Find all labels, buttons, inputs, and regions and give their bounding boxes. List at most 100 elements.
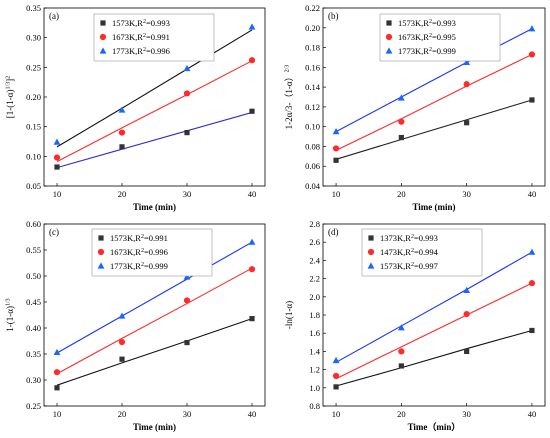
fit-line xyxy=(335,282,533,380)
legend-label-tail: =0.993 xyxy=(146,18,170,28)
legend: 1573K,R2=0.9931673K,R2=0.9951773K,R2=0.9… xyxy=(379,13,501,62)
legend-marker xyxy=(100,20,106,26)
legend: 1573K,R2=0.991 1673K,R2=0.996 1773K,R2=0.9… xyxy=(91,228,213,277)
data-point xyxy=(398,134,404,141)
data-point xyxy=(528,51,536,58)
legend-marker xyxy=(385,33,393,41)
legend-marker xyxy=(386,20,392,26)
y-tick-label: 2.6 xyxy=(309,237,320,247)
data-point xyxy=(398,348,405,355)
fit-line xyxy=(56,29,253,148)
legend-label-tail: =0.993 xyxy=(432,18,456,28)
y-tick-label: 0.25 xyxy=(26,401,41,411)
x-tick-label: 30 xyxy=(462,189,471,199)
legend-label: 1673K,R2=0.996 xyxy=(110,247,168,257)
y-axis-label-close: ] xyxy=(5,79,15,82)
series-1573kr xyxy=(54,316,255,391)
x-tick-label: 20 xyxy=(397,409,406,419)
y-tick-label: 0.35 xyxy=(26,349,41,359)
legend-label-main: 1673K,R xyxy=(112,32,143,42)
panel-label: (d) xyxy=(328,227,339,237)
legend-label-sup: 2 xyxy=(141,234,144,240)
data-point xyxy=(463,310,470,318)
x-tick-label: 30 xyxy=(462,409,471,419)
fit-line xyxy=(335,329,533,387)
x-tick-label: 10 xyxy=(332,409,341,419)
y-tick-label: 0.50 xyxy=(26,271,41,281)
legend-label-main: 1673K,R xyxy=(110,247,141,257)
legend-label-tail: =0.994 xyxy=(414,247,439,257)
y-tick-label: 0.45 xyxy=(26,297,41,307)
chart-panel-a: (a) 10 20 30 40 0.05 0.10 0.15 0.20 0.25 0.30 0.35 T… xyxy=(5,3,266,212)
panel-label: (a) xyxy=(49,11,59,21)
x-tick-label: 20 xyxy=(397,189,406,199)
series-1573kr xyxy=(333,97,535,163)
legend-label-sup: 2 xyxy=(143,47,146,53)
legend: 1573K,R2=0.9931673K,R2=0.9911773K,R2=0.9… xyxy=(93,13,215,62)
legend-entry: 1673K,R2=0.996 xyxy=(97,247,168,257)
legend-marker xyxy=(367,262,375,269)
data-point xyxy=(54,164,60,170)
data-point xyxy=(464,348,470,354)
data-point xyxy=(183,297,191,304)
legend-entry: 1773K,R2=0.999 xyxy=(97,261,168,271)
y-tick-label: 0.10 xyxy=(26,151,41,161)
x-axis-label: Time (min) xyxy=(133,202,176,212)
legend-box xyxy=(93,13,215,62)
legend-box xyxy=(91,228,213,277)
legend-label-tail: =0.999 xyxy=(144,261,168,271)
data-point xyxy=(529,327,535,334)
legend-label-sup: 2 xyxy=(141,262,144,268)
legend-label: 1573K,R2=0.993 xyxy=(398,18,456,28)
legend-label-main: 1773K,R xyxy=(112,46,143,56)
legend-marker xyxy=(99,47,107,54)
x-tick-label: 40 xyxy=(248,189,257,199)
y-axis-label: -ln(1-α) xyxy=(284,301,294,329)
legend-label-main: 1373K,R xyxy=(380,233,411,243)
data-point xyxy=(118,312,126,319)
y-axis-label-base: 1-(1-α) xyxy=(5,306,15,332)
y-tick-label: 0.8 xyxy=(309,401,320,411)
fit-line xyxy=(56,241,253,354)
data-point xyxy=(249,108,255,114)
legend-label-sup: 2 xyxy=(411,262,414,268)
data-point xyxy=(248,23,256,30)
fit-line xyxy=(335,53,533,151)
panel-label: (c) xyxy=(49,227,59,237)
series-1573kr xyxy=(54,108,255,170)
data-point xyxy=(528,280,536,287)
y-tick-label: 0.18 xyxy=(305,43,320,53)
y-tick-label: 0.08 xyxy=(305,141,320,151)
data-point xyxy=(528,25,536,32)
y-tick-label: 0.14 xyxy=(305,82,321,92)
legend-marker xyxy=(367,248,375,256)
legend: 1373K,R2=0.9931473K,R2=0.9941573K,R2=0.9… xyxy=(361,228,483,277)
series-1773kr xyxy=(53,238,256,356)
legend-entry: 1573K,R2=0.997 xyxy=(367,261,438,271)
legend-label-tail: =0.993 xyxy=(414,233,438,243)
legend-box xyxy=(379,13,501,62)
legend-label: 1573K,R2=0.993 xyxy=(112,18,170,28)
data-point xyxy=(53,369,61,376)
legend-box xyxy=(361,228,483,277)
data-point xyxy=(398,363,404,369)
y-tick-label: 0.06 xyxy=(305,161,320,171)
y-tick-label: 0.25 xyxy=(26,62,41,72)
legend-label: 1573K,R2=0.991 xyxy=(110,233,168,243)
data-point xyxy=(53,138,61,145)
legend-label-sup: 2 xyxy=(429,47,432,53)
data-point xyxy=(119,144,125,150)
legend-label-sup: 2 xyxy=(429,19,432,25)
chart-panel-b: (b) 10 20 30 40 0.04 0.06 0.08 0.10 0.12 0.14 0.16 0… xyxy=(284,3,546,212)
x-axis-label: Time (min) xyxy=(412,202,455,212)
data-point xyxy=(118,106,126,113)
data-point xyxy=(183,90,191,97)
y-tick-label: 1.2 xyxy=(309,365,320,375)
legend-label-sup: 2 xyxy=(411,248,414,254)
legend-marker xyxy=(385,47,393,54)
y-axis-label: 1-(1-α)1/3 xyxy=(5,298,15,331)
y-tick-label: 0.20 xyxy=(26,92,41,102)
data-point xyxy=(333,384,339,390)
y-tick-label: 2.4 xyxy=(309,255,320,265)
fit-line xyxy=(56,318,253,386)
